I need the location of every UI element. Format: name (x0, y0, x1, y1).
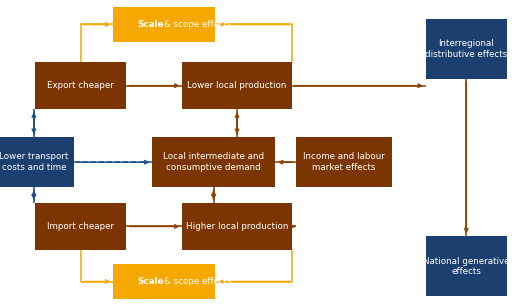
Text: Higher local production: Higher local production (186, 222, 288, 231)
Text: Import cheaper: Import cheaper (47, 222, 114, 231)
FancyBboxPatch shape (35, 203, 126, 250)
Text: Interregional
distributive effects: Interregional distributive effects (425, 39, 507, 59)
Text: Scale: Scale (137, 277, 164, 286)
Text: & scope effects: & scope effects (164, 277, 231, 286)
FancyBboxPatch shape (426, 236, 506, 296)
FancyBboxPatch shape (182, 62, 292, 110)
FancyBboxPatch shape (426, 19, 506, 79)
FancyBboxPatch shape (182, 203, 292, 250)
FancyBboxPatch shape (0, 137, 75, 187)
FancyBboxPatch shape (113, 7, 215, 42)
Text: National generative
effects: National generative effects (423, 256, 510, 276)
Text: Scale& scope effects: Scale& scope effects (118, 277, 210, 286)
Text: Lower transport
costs and time: Lower transport costs and time (0, 152, 69, 172)
Text: Export cheaper: Export cheaper (47, 81, 114, 90)
Text: Scale& scope effects: Scale& scope effects (118, 20, 210, 29)
FancyBboxPatch shape (35, 62, 126, 110)
Text: & scope effects: & scope effects (164, 20, 231, 29)
FancyBboxPatch shape (152, 137, 275, 187)
Text: Scale: Scale (137, 20, 164, 29)
Text: Lower local production: Lower local production (188, 81, 287, 90)
Text: Income and labour
market effects: Income and labour market effects (303, 152, 385, 172)
FancyBboxPatch shape (113, 264, 215, 299)
FancyBboxPatch shape (296, 137, 392, 187)
Text: Local intermediate and
consumptive demand: Local intermediate and consumptive deman… (163, 152, 264, 172)
